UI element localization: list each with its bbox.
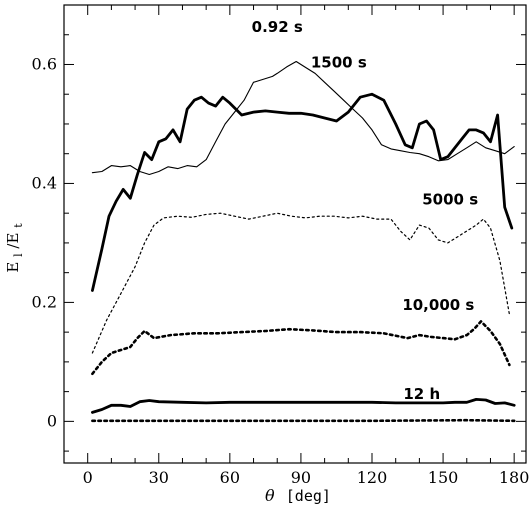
x-tick-label: 90 bbox=[291, 468, 311, 487]
x-axis-symbol: θ bbox=[265, 486, 275, 505]
series-annotation-2: 5000 s bbox=[422, 190, 478, 208]
series-annotation-4: 12 h bbox=[403, 385, 440, 403]
series-line-2 bbox=[91, 212, 510, 354]
series-annotation-0: 0.92 s bbox=[252, 18, 303, 36]
x-tick-label: 60 bbox=[220, 468, 240, 487]
y-axis-slash: /E bbox=[4, 233, 22, 249]
series-annotation-1: 1500 s bbox=[311, 53, 367, 71]
ticks-layer bbox=[64, 5, 526, 463]
x-tick-label: 150 bbox=[428, 468, 459, 487]
y-axis-sub1: l bbox=[12, 253, 25, 257]
y-axis-main: E bbox=[4, 262, 22, 273]
x-tick-label: 180 bbox=[499, 468, 530, 487]
labels-layer: 0 30 60 90 120 150 180 0 0.2 0.4 0.6 0.92 s 1500 s 50… bbox=[32, 18, 530, 487]
x-tick-label: 120 bbox=[357, 468, 388, 487]
x-tick-label: 0 bbox=[83, 468, 93, 487]
series-annotation-3: 10,000 s bbox=[402, 296, 474, 314]
x-axis-label: θ [deg] bbox=[265, 486, 331, 505]
x-axis-unit: [deg] bbox=[286, 487, 331, 505]
y-tick-label: 0 bbox=[47, 411, 57, 430]
y-axis-sub2: t bbox=[12, 223, 25, 228]
series-line-3 bbox=[91, 320, 511, 376]
y-tick-label: 0.6 bbox=[32, 54, 57, 73]
x-tick-label: 30 bbox=[149, 468, 169, 487]
series-line-0 bbox=[91, 60, 515, 176]
series-layer bbox=[91, 60, 516, 423]
y-tick-label: 0.4 bbox=[32, 173, 57, 192]
series-line-4 bbox=[91, 397, 516, 414]
plot-frame bbox=[63, 4, 527, 464]
y-tick-label: 0.2 bbox=[32, 292, 57, 311]
y-axis-label: E l /E t bbox=[4, 223, 26, 273]
series-line-5 bbox=[91, 418, 516, 423]
series-line-1 bbox=[91, 92, 514, 292]
